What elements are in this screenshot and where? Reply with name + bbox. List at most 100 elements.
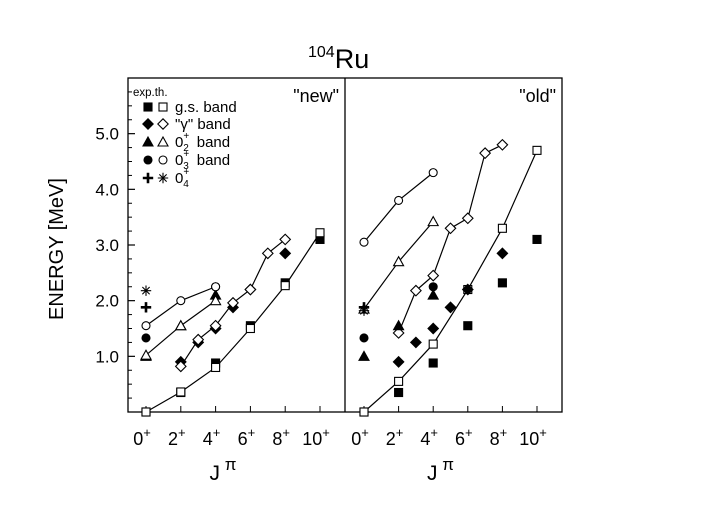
data-point-square bbox=[532, 234, 542, 244]
data-point-triangle bbox=[174, 319, 187, 331]
title-mass-number: 104 bbox=[308, 44, 335, 61]
series-diamond-exp bbox=[392, 247, 509, 368]
legend-row: 0+ 2 band bbox=[142, 131, 230, 154]
legend-header: exp.th. bbox=[133, 87, 168, 99]
legend-marker-exp bbox=[142, 172, 154, 184]
data-point-circle bbox=[176, 296, 186, 306]
x-tick-label: 10+ bbox=[302, 425, 330, 449]
x-tick-label: 2+ bbox=[168, 425, 186, 449]
series-circle-exp bbox=[359, 282, 438, 343]
series-circle-th bbox=[359, 168, 438, 247]
series-diamond-th bbox=[392, 138, 509, 339]
x-tick-label: 4+ bbox=[203, 425, 221, 449]
data-point-square bbox=[532, 145, 542, 155]
data-point-circle bbox=[359, 237, 369, 247]
data-point-diamond bbox=[192, 333, 205, 346]
data-point-triangle bbox=[392, 319, 405, 331]
panel-new: "new" 0+ 2+ 4+ 6+ 8+ 10+ J π bbox=[133, 86, 339, 485]
legend-marker-th bbox=[157, 172, 169, 184]
data-point-diamond bbox=[227, 296, 239, 309]
legend-marker-exp bbox=[142, 118, 154, 130]
series-plus-exp bbox=[140, 302, 152, 313]
legend-row: 0+ 3 band bbox=[143, 149, 230, 172]
legend-marker-exp bbox=[142, 135, 154, 147]
data-point-diamond bbox=[392, 355, 405, 368]
title-element: Ru bbox=[335, 44, 370, 74]
data-point-square bbox=[428, 358, 438, 368]
series-asterisk-th bbox=[140, 285, 152, 296]
data-point-square bbox=[315, 228, 325, 238]
data-point-square bbox=[359, 407, 369, 417]
data-point-triangle bbox=[392, 255, 405, 267]
data-point-asterisk bbox=[140, 285, 152, 296]
data-point-square bbox=[245, 323, 255, 334]
y-tick-label: 1.0 bbox=[95, 347, 119, 366]
x-tick-label: 0+ bbox=[351, 425, 369, 449]
series-line bbox=[363, 150, 538, 413]
series-line bbox=[363, 172, 434, 243]
legend-marker-th bbox=[158, 155, 168, 165]
series-square-th bbox=[141, 228, 325, 417]
data-point-circle bbox=[428, 282, 438, 292]
data-point-square bbox=[394, 387, 404, 398]
x-tick-label: 2+ bbox=[386, 425, 404, 449]
data-point-square bbox=[463, 321, 473, 331]
x-tick-label: 6+ bbox=[238, 425, 256, 449]
data-point-square bbox=[176, 387, 186, 397]
data-point-diamond bbox=[279, 247, 292, 260]
data-point-square bbox=[394, 376, 404, 386]
data-point-diamond bbox=[444, 222, 457, 235]
x-tick-label: 8+ bbox=[490, 425, 508, 449]
data-point-circle bbox=[141, 333, 151, 343]
data-point-diamond bbox=[496, 138, 509, 151]
legend-row: "γ" band bbox=[142, 116, 231, 133]
legend-row: g.s. band bbox=[143, 99, 237, 116]
data-point-diamond bbox=[461, 212, 474, 225]
data-point-square bbox=[428, 339, 438, 349]
data-point-triangle bbox=[427, 288, 440, 300]
legend-label: 0+ 2 band bbox=[175, 131, 230, 154]
x-axis-label: J π bbox=[427, 455, 454, 485]
data-point-diamond bbox=[392, 326, 405, 339]
data-point-asterisk bbox=[358, 305, 370, 316]
x-axis-label: J π bbox=[210, 455, 237, 485]
data-point-diamond bbox=[244, 283, 257, 296]
series-circle-exp bbox=[141, 282, 221, 343]
data-point-diamond bbox=[496, 247, 509, 260]
data-point-square bbox=[211, 362, 221, 373]
legend-marker-exp bbox=[143, 155, 153, 165]
panel-label: "old" bbox=[519, 86, 556, 106]
legend-label: g.s. band bbox=[175, 99, 237, 116]
legend-label: 0+ 3 band bbox=[175, 149, 230, 172]
data-point-diamond bbox=[409, 284, 422, 297]
data-point-triangle bbox=[427, 215, 440, 227]
y-tick-label: 4.0 bbox=[95, 180, 119, 199]
plot-panels: 1.02.03.04.05.0"new"0+ 2+ 4+ 6+ 8+ 10+J π"old… bbox=[95, 77, 563, 485]
data-point-square bbox=[141, 407, 151, 417]
series-square-exp bbox=[359, 234, 542, 417]
data-point-diamond bbox=[279, 233, 292, 246]
data-point-triangle bbox=[140, 349, 152, 360]
y-tick-label: 3.0 bbox=[95, 236, 119, 255]
data-point-diamond bbox=[209, 319, 222, 332]
data-point-diamond bbox=[427, 269, 440, 282]
legend-marker-th bbox=[157, 135, 169, 147]
data-point-triangle bbox=[358, 350, 370, 361]
data-point-diamond bbox=[174, 360, 187, 373]
series-square-exp bbox=[141, 234, 325, 417]
data-point-plus bbox=[140, 302, 152, 313]
x-tick-label: 10+ bbox=[519, 425, 547, 449]
series-diamond-th bbox=[174, 233, 292, 373]
data-point-diamond bbox=[461, 283, 474, 296]
series-square-th bbox=[359, 145, 542, 417]
series-circle-th bbox=[141, 282, 221, 331]
data-point-triangle bbox=[209, 294, 222, 306]
data-point-circle bbox=[394, 195, 404, 206]
series-asterisk-th bbox=[358, 305, 370, 316]
legend-label: "γ" band bbox=[175, 116, 231, 133]
x-tick-label: 0+ bbox=[133, 425, 151, 449]
chart-title: 104Ru bbox=[308, 44, 369, 74]
data-point-diamond bbox=[409, 336, 422, 349]
